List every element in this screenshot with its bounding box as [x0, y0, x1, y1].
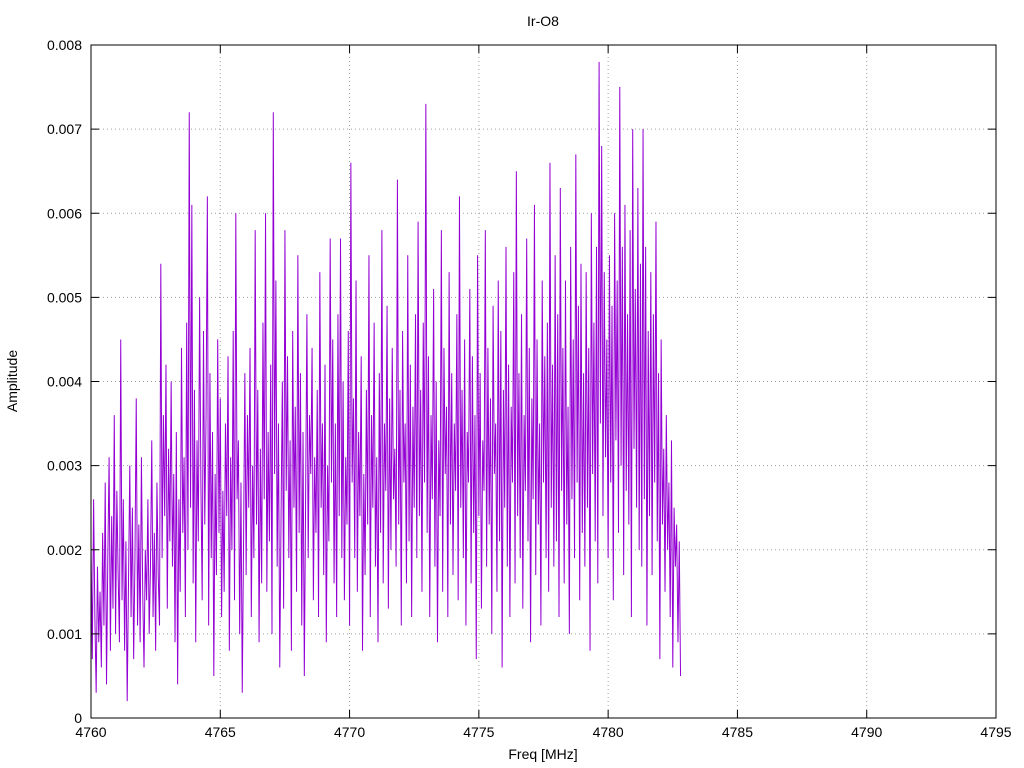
y-tick-label: 0.007 — [47, 121, 82, 137]
x-tick-label: 4780 — [593, 724, 624, 740]
spectrum-line — [90, 61, 682, 702]
y-tick-label: 0.006 — [47, 205, 82, 221]
x-tick-label: 4765 — [205, 724, 236, 740]
y-tick-label: 0.001 — [47, 626, 82, 642]
x-tick-label: 4760 — [75, 724, 106, 740]
x-axis-label: Freq [MHz] — [508, 746, 577, 762]
axis-ticks — [90, 44, 997, 719]
y-axis-label: Amplitude — [4, 350, 20, 412]
x-tick-label: 4770 — [334, 724, 365, 740]
y-tick-label: 0.003 — [47, 458, 82, 474]
x-tick-label: 4795 — [980, 724, 1011, 740]
x-tick-label: 4785 — [722, 724, 753, 740]
y-tick-label: 0.008 — [47, 37, 82, 53]
x-tick-label: 4775 — [463, 724, 494, 740]
y-tick-label: 0.005 — [47, 289, 82, 305]
y-tick-label: 0 — [74, 710, 82, 726]
chart-title: Ir-O8 — [527, 13, 559, 29]
y-tick-label: 0.002 — [47, 542, 82, 558]
y-tick-label: 0.004 — [47, 374, 82, 390]
spectrum-trace — [90, 61, 682, 702]
y-tick-labels: 0 0.001 0.002 0.003 0.004 0.005 0.006 0.007 0.00… — [47, 37, 82, 726]
x-tick-labels: 4760 4765 4770 4775 4780 4785 4790 4795 — [75, 724, 1011, 740]
x-tick-label: 4790 — [851, 724, 882, 740]
